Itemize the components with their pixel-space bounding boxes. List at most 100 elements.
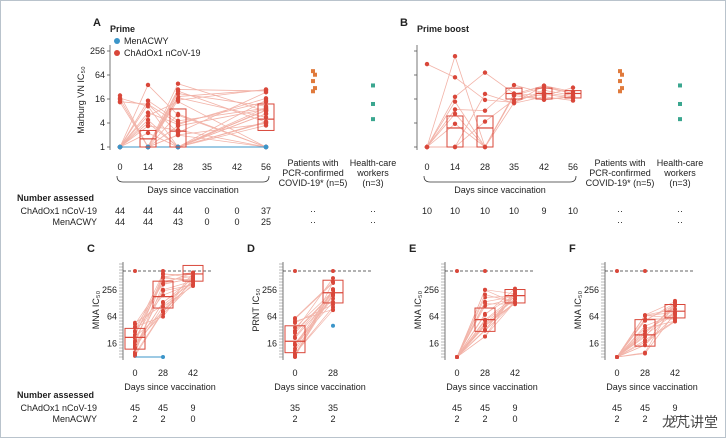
trajectory-line <box>294 290 334 328</box>
data-point <box>175 112 181 118</box>
x-tick-label: 28 <box>480 162 490 172</box>
y-tick-label: 16 <box>589 339 599 349</box>
extra-category-line: (n=3) <box>669 178 690 188</box>
x-tick-label: 35 <box>509 162 519 172</box>
extra-category-line: PCR-confirmed <box>589 168 651 178</box>
data-point <box>643 350 647 355</box>
y-tick-label: 16 <box>95 94 105 104</box>
data-point <box>455 355 459 359</box>
data-point <box>263 115 269 120</box>
y-tick-label: 64 <box>107 312 117 322</box>
data-point <box>175 132 181 138</box>
data-point <box>263 97 269 103</box>
data-point <box>452 94 458 99</box>
x-tick-label: 42 <box>188 368 198 378</box>
y-tick-label: 16 <box>107 339 117 349</box>
x-tick-label: 42 <box>539 162 549 172</box>
x-axis-label: Days since vaccination <box>454 185 546 195</box>
y-tick-label: 4 <box>100 118 105 128</box>
x-tick-label: 14 <box>143 162 153 172</box>
assessed-value: 37 <box>261 206 271 216</box>
extra-category-label: Health-care workers (n=3) <box>350 158 397 188</box>
extra-category-line: COVID-19* (n=5) <box>279 178 348 188</box>
assessed-value: ·· <box>310 206 316 216</box>
data-point <box>483 334 487 339</box>
assessed-value: 2 <box>482 414 487 424</box>
data-point <box>511 93 517 98</box>
data-point <box>191 283 195 288</box>
trajectory-line <box>119 125 267 148</box>
extra-category-line: Health-care <box>350 158 397 168</box>
data-point <box>570 85 576 90</box>
assessed-value: 44 <box>143 217 153 227</box>
assessed-value: ·· <box>677 206 683 216</box>
y-tick-label: 64 <box>589 312 599 322</box>
y-tick-label: 16 <box>267 339 277 349</box>
assessed-value: 0 <box>204 217 209 227</box>
data-point <box>263 121 269 126</box>
assessed-value: ·· <box>617 206 623 216</box>
assessed-value: 2 <box>642 414 647 424</box>
axis-brace <box>423 175 577 183</box>
hcw-point <box>678 83 682 88</box>
x-tick-label: 28 <box>158 368 168 378</box>
y-tick-label: 256 <box>584 285 599 295</box>
assessed-value: 2 <box>614 414 619 424</box>
assessed-value: 9 <box>190 403 195 413</box>
data-point <box>133 339 137 344</box>
assessed-value: 35 <box>328 403 338 413</box>
data-point <box>293 352 297 357</box>
pcr-point <box>620 72 624 77</box>
data-point <box>483 312 487 317</box>
y-tick-label: 64 <box>95 70 105 80</box>
number-assessed-title: Number assessed <box>17 193 94 203</box>
assessed-value: 2 <box>454 414 459 424</box>
trajectory-line <box>294 281 334 358</box>
assessed-value: ·· <box>310 217 316 227</box>
data-point <box>145 117 151 123</box>
assessed-value: 44 <box>115 217 125 227</box>
x-tick-label: 42 <box>510 368 520 378</box>
data-point <box>293 319 297 324</box>
trajectory-line <box>426 89 574 148</box>
panel-letter: D <box>247 243 255 255</box>
x-tick-label: 35 <box>202 162 212 172</box>
y-tick-label: 16 <box>429 339 439 349</box>
data-point <box>643 269 647 273</box>
data-point <box>263 104 269 109</box>
y-tick-label: 1 <box>100 142 105 152</box>
number-assessed-title: Number assessed <box>17 390 94 400</box>
x-tick-label: 0 <box>424 162 429 172</box>
data-point <box>513 294 517 299</box>
data-point <box>452 54 458 59</box>
data-point <box>570 98 576 103</box>
data-point <box>263 111 269 116</box>
data-point <box>263 87 269 92</box>
menacwy-point <box>161 355 165 359</box>
data-point <box>331 307 335 312</box>
trajectory-line <box>119 84 267 148</box>
data-point <box>145 120 151 126</box>
data-point <box>643 338 647 343</box>
data-point <box>615 269 619 273</box>
assessed-value: 0 <box>204 206 209 216</box>
data-point <box>452 111 458 116</box>
data-point <box>452 121 458 127</box>
assessed-value: 10 <box>509 206 519 216</box>
data-point <box>161 269 165 273</box>
hcw-point <box>371 117 375 122</box>
data-point <box>673 312 677 317</box>
extra-category-line: workers <box>663 168 696 178</box>
trajectory-line <box>119 83 267 148</box>
assessed-value: 2 <box>160 414 165 424</box>
data-point <box>133 269 137 273</box>
pcr-point <box>313 86 317 91</box>
y-tick-label: 256 <box>262 285 277 295</box>
data-point <box>483 299 487 304</box>
assessed-value: 10 <box>450 206 460 216</box>
assessed-value: 10 <box>480 206 490 216</box>
assessed-value: 2 <box>132 414 137 424</box>
data-point <box>331 287 335 292</box>
trajectory-line <box>294 294 334 339</box>
